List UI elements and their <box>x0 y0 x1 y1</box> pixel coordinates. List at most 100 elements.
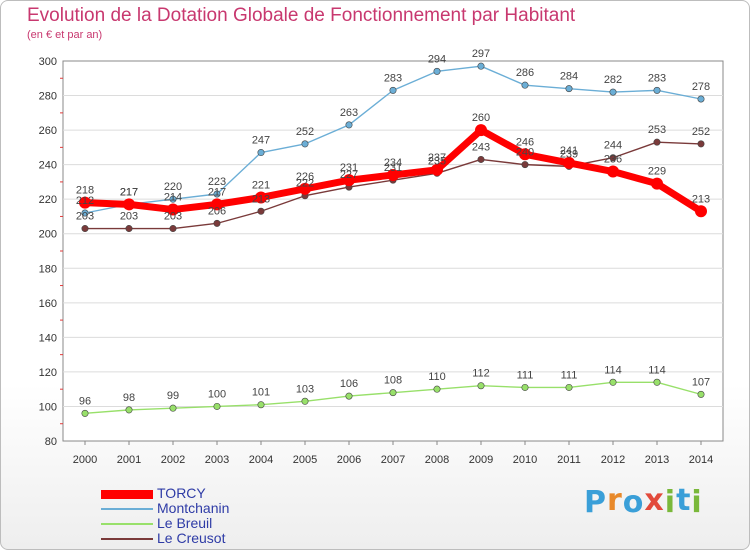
data-point-montchanin <box>213 190 221 198</box>
data-point-le-breuil <box>697 390 705 398</box>
y-tick-label: 280 <box>39 91 57 103</box>
data-label-torcy: 221 <box>252 179 270 191</box>
legend-swatch-le-creusot <box>101 538 153 540</box>
data-label-torcy: 241 <box>560 145 578 157</box>
data-label-le-breuil: 114 <box>604 364 622 376</box>
data-point-torcy <box>167 203 179 216</box>
data-label-torcy: 231 <box>340 162 358 174</box>
x-tick-label: 2008 <box>425 454 449 466</box>
x-tick-label: 2006 <box>337 454 361 466</box>
data-label-torcy: 217 <box>120 186 138 198</box>
data-label-montchanin: 212 <box>76 195 94 207</box>
data-point-montchanin <box>609 88 617 96</box>
line-chart: 80 100 120 140 160 180 200 220 240 260 280 300 2000 2… <box>39 48 724 466</box>
data-point-le-breuil <box>521 383 529 391</box>
x-tick-label: 2004 <box>249 454 273 466</box>
x-tick-label: 2003 <box>205 454 229 466</box>
data-label-le-creusot: 239 <box>560 148 578 160</box>
x-tick-label: 2007 <box>381 454 405 466</box>
data-label-le-creusot: 240 <box>516 147 534 159</box>
y-tick-label: 100 <box>39 401 57 413</box>
data-point-torcy <box>123 198 135 211</box>
legend-label-montchanin: Montchanin <box>157 500 230 516</box>
data-point-le-breuil <box>301 397 309 405</box>
data-point-le-breuil <box>257 401 265 409</box>
data-point-torcy <box>79 196 91 209</box>
legend-label-le-breuil: Le Breuil <box>157 515 213 531</box>
data-point-le-creusot <box>697 140 705 148</box>
chart-subtitle: (en € et par an) <box>27 29 103 41</box>
data-point-montchanin <box>257 149 265 157</box>
data-label-le-breuil: 103 <box>296 383 314 395</box>
data-label-montchanin: 247 <box>252 135 270 147</box>
data-label-le-breuil: 106 <box>340 378 358 390</box>
x-tick-label: 2002 <box>161 454 185 466</box>
data-label-le-breuil: 96 <box>79 395 91 407</box>
data-point-montchanin <box>169 195 177 203</box>
data-point-montchanin <box>653 86 661 94</box>
logo-letter: P <box>584 485 607 520</box>
y-tick-label: 180 <box>39 263 57 275</box>
data-label-torcy: 236 <box>604 154 622 166</box>
y-tick-label: 120 <box>39 367 57 379</box>
y-tick-label: 260 <box>39 125 57 137</box>
data-label-le-creusot: 203 <box>164 211 182 223</box>
data-label-montchanin: 278 <box>692 81 710 93</box>
legend-label-torcy: TORCY <box>157 485 206 501</box>
data-point-le-breuil <box>477 382 485 390</box>
data-point-le-creusot <box>125 225 133 233</box>
data-point-torcy <box>651 177 663 190</box>
y-tick-label: 80 <box>45 436 57 448</box>
data-point-le-creusot <box>609 154 617 162</box>
data-label-montchanin: 263 <box>340 107 358 119</box>
data-label-le-creusot: 253 <box>648 124 666 136</box>
data-label-le-creusot: 222 <box>296 178 314 190</box>
data-point-le-breuil <box>653 378 661 386</box>
data-point-le-creusot <box>653 138 661 146</box>
data-label-le-breuil: 101 <box>252 387 270 399</box>
data-label-le-breuil: 108 <box>384 375 402 387</box>
data-label-le-creusot: 252 <box>692 126 710 138</box>
data-point-le-creusot <box>81 225 89 233</box>
data-point-montchanin <box>521 81 529 89</box>
data-point-le-breuil <box>345 392 353 400</box>
data-point-torcy <box>519 148 531 161</box>
data-point-le-creusot <box>169 225 177 233</box>
data-label-torcy: 214 <box>164 192 182 204</box>
x-tick-label: 2010 <box>513 454 537 466</box>
data-point-le-creusot <box>477 155 485 163</box>
data-label-torcy: 217 <box>208 186 226 198</box>
data-point-torcy <box>563 156 575 169</box>
data-label-le-breuil: 107 <box>692 376 710 388</box>
data-label-le-breuil: 111 <box>561 369 578 381</box>
y-tick-label: 240 <box>39 160 57 172</box>
x-tick-label: 2011 <box>557 454 581 466</box>
x-tick-label: 2009 <box>469 454 493 466</box>
data-point-torcy <box>431 163 443 176</box>
data-label-montchanin: 283 <box>648 72 666 84</box>
data-point-torcy <box>255 191 267 204</box>
data-label-montchanin: 217 <box>120 186 138 198</box>
data-point-le-creusot <box>521 161 529 169</box>
data-point-montchanin <box>697 95 705 103</box>
data-point-torcy <box>695 205 707 218</box>
data-label-le-creusot: 244 <box>604 140 622 152</box>
legend-label-le-creusot: Le Creusot <box>157 530 226 546</box>
data-label-le-breuil: 112 <box>472 368 490 380</box>
y-tick-label: 300 <box>39 56 57 68</box>
logo-letter: r <box>607 483 623 518</box>
plot-area <box>62 60 724 442</box>
data-label-le-breuil: 100 <box>208 388 226 400</box>
data-point-montchanin <box>81 209 89 217</box>
data-point-le-breuil <box>169 404 177 412</box>
data-point-le-creusot <box>213 219 221 227</box>
data-label-montchanin: 284 <box>560 71 578 83</box>
data-label-le-creusot: 203 <box>76 211 94 223</box>
logo-letter: o <box>622 485 645 520</box>
data-point-montchanin <box>477 62 485 70</box>
data-label-torcy: 218 <box>76 185 94 197</box>
y-tick-label: 140 <box>39 332 57 344</box>
data-label-montchanin: 282 <box>604 74 622 86</box>
logo-letter: i <box>691 485 703 520</box>
